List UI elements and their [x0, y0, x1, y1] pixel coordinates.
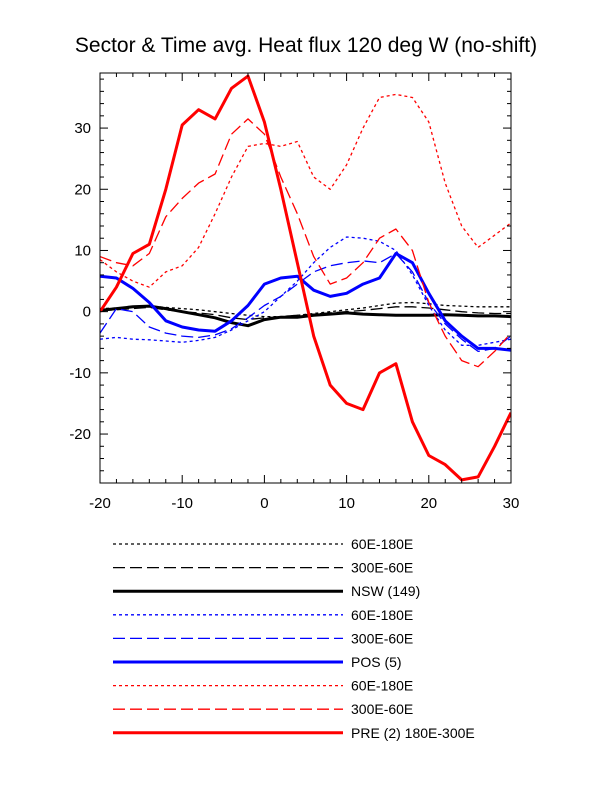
- chart-title: Sector & Time avg. Heat flux 120 deg W (…: [74, 34, 538, 57]
- legend-label-5: POS (5): [351, 654, 402, 670]
- series-line-7: [100, 118, 511, 368]
- x-tick-label: -10: [171, 495, 193, 512]
- x-tick-label: 10: [338, 495, 355, 512]
- legend-label-0: 60E-180E: [351, 536, 413, 552]
- y-tick-label: -10: [69, 365, 91, 382]
- legend-label-4: 300E-60E: [351, 630, 413, 646]
- y-tick-label: 20: [74, 181, 91, 198]
- axis-ticks: -20 -10 0 10 20 30 -20 -10 0 10 20 30: [69, 73, 519, 512]
- legend-label-1: 300E-60E: [351, 560, 413, 576]
- legend-label-6: 60E-180E: [351, 678, 413, 694]
- y-tick-label: 10: [74, 242, 91, 259]
- legend: 60E-180E 300E-60E NSW (149) 60E-180E 300E-60…: [113, 536, 475, 741]
- plot-lines: [100, 74, 511, 482]
- y-tick-label: 30: [74, 120, 91, 137]
- series-line-8: [100, 74, 511, 482]
- x-tick-label: 20: [420, 495, 437, 512]
- series-line-3: [100, 236, 511, 346]
- y-tick-label: 0: [83, 304, 91, 321]
- series-line-6: [100, 93, 511, 288]
- legend-label-3: 60E-180E: [351, 607, 413, 623]
- series-line-4: [100, 252, 511, 353]
- x-tick-label: 0: [260, 495, 268, 512]
- legend-label-2: NSW (149): [351, 583, 420, 599]
- x-tick-label: 30: [503, 495, 520, 512]
- series-line-5: [100, 252, 511, 352]
- x-tick-label: -20: [89, 495, 111, 512]
- plot-frame: [99, 72, 512, 484]
- y-tick-label: -20: [69, 426, 91, 443]
- legend-label-7: 300E-60E: [351, 701, 413, 717]
- legend-label-8: PRE (2) 180E-300E: [351, 725, 475, 741]
